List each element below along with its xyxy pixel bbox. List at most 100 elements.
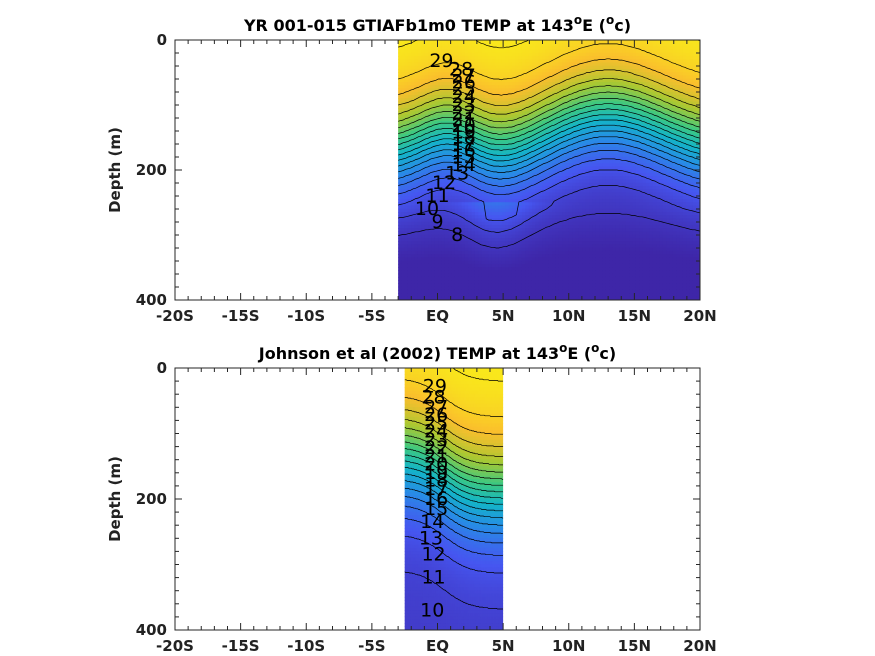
heat-cell	[454, 166, 459, 171]
heat-cell	[404, 114, 409, 119]
heat-cell	[424, 88, 429, 93]
heat-cell	[491, 75, 496, 80]
heat-cell	[555, 241, 560, 246]
heat-cell	[578, 218, 583, 223]
heat-cell	[458, 247, 463, 252]
heat-cell	[599, 133, 604, 138]
heat-cell	[575, 250, 580, 255]
heat-cell	[515, 88, 520, 93]
heat-cell	[592, 218, 597, 223]
heat-cell	[538, 156, 543, 161]
heat-cell	[582, 208, 587, 213]
heat-cell	[595, 59, 600, 64]
heat-cell	[444, 72, 449, 77]
heat-cell	[434, 241, 439, 246]
heat-cell	[562, 270, 567, 275]
heat-cell	[438, 150, 443, 155]
heat-cell	[552, 254, 557, 259]
heat-cell	[501, 228, 506, 233]
heat-cell	[431, 137, 436, 142]
heat-cell	[542, 146, 547, 151]
heat-cell	[525, 81, 530, 86]
heat-cell	[398, 130, 402, 135]
heat-cell	[481, 215, 486, 220]
heat-cell	[595, 182, 600, 187]
heat-cell	[398, 143, 402, 148]
heat-cell	[438, 192, 443, 197]
heat-cell	[518, 198, 523, 203]
heat-cell	[404, 127, 409, 132]
heat-cell	[407, 244, 412, 249]
heat-cell	[505, 40, 510, 44]
heat-cell	[589, 159, 593, 164]
heat-cell	[474, 127, 479, 132]
heat-cell	[421, 296, 426, 300]
heat-cell	[488, 198, 493, 203]
heat-cell	[424, 159, 429, 164]
heat-cell	[451, 276, 456, 281]
heat-cell	[471, 221, 476, 226]
heat-cell	[505, 62, 510, 67]
heat-cell	[428, 127, 432, 132]
heat-cell	[505, 218, 510, 223]
heat-cell	[454, 127, 459, 132]
heat-cell	[478, 75, 483, 80]
heat-cell	[501, 62, 506, 67]
heat-cell	[568, 159, 573, 164]
heat-cell	[471, 107, 476, 112]
heat-cell	[428, 250, 432, 255]
heat-cell	[528, 179, 533, 184]
heat-cell	[481, 286, 486, 291]
heat-cell	[531, 169, 536, 174]
heat-cell	[471, 91, 476, 96]
heat-cell	[558, 127, 563, 132]
heat-cell	[407, 65, 412, 70]
heat-cell	[501, 267, 506, 272]
heat-cell	[458, 192, 463, 197]
heat-cell	[555, 85, 560, 90]
heat-cell	[474, 150, 479, 155]
heat-cell	[521, 267, 526, 272]
heat-cell	[515, 179, 520, 184]
heat-cell	[454, 270, 459, 275]
heat-cell	[555, 260, 560, 265]
heat-cell	[454, 150, 459, 155]
heat-cell	[501, 182, 506, 187]
heat-cell	[451, 221, 456, 226]
heat-cell	[488, 224, 493, 229]
heat-cell	[568, 260, 573, 265]
heat-cell	[531, 179, 536, 184]
heat-cell	[528, 254, 533, 259]
heat-cell	[575, 169, 580, 174]
heat-cell	[458, 91, 463, 96]
heat-cell	[552, 169, 557, 174]
heat-cell	[411, 146, 416, 151]
heat-cell	[495, 140, 500, 145]
heat-cell	[495, 117, 500, 122]
heat-cell	[417, 85, 422, 90]
heat-cell	[505, 202, 510, 207]
heat-cell	[501, 280, 506, 285]
heat-cell	[488, 85, 493, 90]
heat-cell	[599, 224, 604, 229]
heat-cell	[595, 65, 600, 70]
heat-cell	[481, 120, 486, 125]
heat-cell	[525, 59, 530, 64]
heat-cell	[448, 250, 453, 255]
heat-cell	[535, 166, 540, 171]
heat-cell	[424, 55, 429, 60]
heat-cell	[434, 221, 439, 226]
heat-cell	[481, 137, 486, 142]
heat-cell	[441, 260, 446, 265]
heat-cell	[491, 202, 496, 207]
heat-cell	[458, 137, 463, 142]
heat-cell	[491, 117, 496, 122]
heat-cell	[531, 111, 536, 116]
heat-cell	[528, 234, 533, 239]
heat-cell	[471, 88, 476, 93]
heat-cell	[575, 68, 580, 73]
heat-cell	[428, 137, 432, 142]
heat-cell	[431, 94, 436, 99]
heat-cell	[562, 267, 567, 272]
heat-cell	[448, 185, 453, 190]
